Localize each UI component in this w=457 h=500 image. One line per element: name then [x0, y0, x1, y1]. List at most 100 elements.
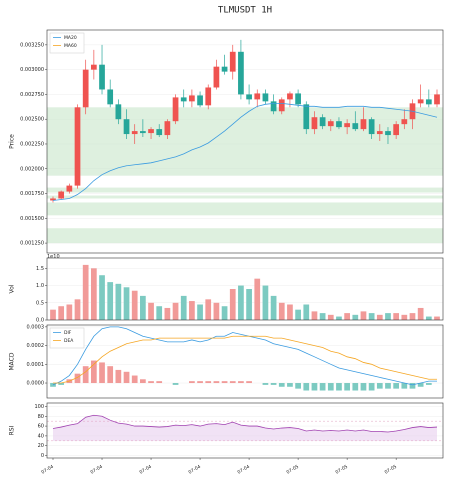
volume-bar: [385, 313, 391, 320]
offset-label: 1e10: [47, 254, 60, 260]
y-tick-label: 0.0002: [27, 343, 45, 349]
candle-body: [66, 185, 73, 192]
series-line: [53, 335, 437, 384]
legend-label: DIF: [64, 330, 72, 336]
volume-bar: [327, 314, 334, 320]
panel-frame: [46, 29, 444, 254]
macd-bar: [189, 381, 195, 384]
x-tick-label: 07-04: [237, 464, 251, 476]
volume-bar: [360, 311, 367, 320]
candle-body: [189, 95, 195, 102]
volume-bar: [270, 295, 277, 320]
macd-bar: [360, 383, 367, 391]
candle-body: [376, 131, 383, 135]
legend-label: DEA: [64, 338, 74, 344]
macd-bar: [148, 381, 154, 384]
volume-bar: [262, 285, 269, 320]
candle-body: [303, 104, 310, 130]
y-tick-label: 0.001750: [20, 191, 44, 197]
candle-body: [336, 121, 342, 128]
volume-bar: [409, 313, 416, 320]
y-tick-label: 0: [41, 453, 44, 459]
volume-bar: [238, 285, 244, 320]
volume-bar: [246, 289, 252, 320]
volume-bar: [189, 301, 195, 320]
y-tick-label: 20: [38, 443, 44, 449]
candle-body: [425, 99, 432, 105]
volume-bar: [303, 304, 310, 320]
macd-bar: [74, 373, 81, 384]
candle-body: [246, 94, 252, 100]
candle-body: [229, 51, 236, 72]
macd-bar: [131, 375, 138, 384]
candle-body: [123, 119, 130, 135]
macd-bar: [99, 362, 105, 384]
volume-bar: [401, 314, 408, 320]
y-tick-label: 60: [38, 424, 44, 430]
volume-bar: [254, 278, 261, 320]
macd-bar: [270, 383, 277, 385]
rsi-fill: [53, 415, 437, 441]
x-tick-label: 07-05: [286, 464, 300, 476]
y-tick-label: 0.002000: [20, 166, 44, 172]
series-line: [52, 102, 438, 201]
macd-bar: [425, 383, 432, 385]
volume-bar: [180, 295, 187, 320]
macd-bar: [385, 383, 391, 389]
macd-bar: [319, 383, 326, 391]
candle-body: [180, 97, 187, 102]
candle-body: [344, 123, 350, 128]
macd-bar: [376, 383, 383, 389]
macd-bar: [229, 381, 236, 384]
macd-bar: [417, 383, 424, 387]
macd-bar: [336, 383, 342, 391]
volume-bar: [131, 290, 138, 320]
volume-bar: [164, 307, 171, 320]
candle-body: [50, 198, 56, 201]
y-axis-label: RSI: [9, 425, 16, 435]
candle-body: [270, 101, 277, 112]
y-tick-label: 0.5: [36, 300, 44, 306]
candle-body: [115, 104, 122, 120]
macd-bar: [123, 371, 130, 384]
candle-body: [82, 69, 89, 108]
candle-body: [197, 95, 203, 106]
volume-bar: [66, 304, 73, 320]
legend-box: [49, 327, 85, 349]
volume-bar: [74, 299, 81, 320]
macd-bar: [295, 383, 301, 389]
legend-box: [49, 32, 85, 54]
x-tick-label: 07-05: [335, 464, 349, 476]
candle-body: [58, 191, 65, 199]
y-tick-label: 0.002750: [20, 92, 44, 98]
macd-bar: [368, 383, 375, 391]
macd-bar: [262, 383, 269, 385]
volume-bar: [50, 309, 56, 320]
volume-bar: [107, 282, 114, 320]
y-tick-label: 80: [38, 414, 44, 420]
y-tick-label: 0.0001: [27, 362, 45, 368]
candle-body: [131, 131, 138, 135]
volume-bar: [417, 307, 424, 320]
volume-bar: [58, 306, 65, 320]
zone: [47, 195, 443, 199]
macd-bar: [107, 366, 114, 384]
volume-bar: [368, 313, 375, 320]
macd-bar: [221, 381, 228, 384]
volume-bar: [115, 283, 122, 320]
volume-bar: [278, 302, 285, 320]
volume-bar: [140, 295, 146, 320]
volume-bar: [311, 311, 318, 320]
x-tick-label: 07-04: [138, 464, 152, 476]
volume-bar: [434, 316, 440, 320]
candle-body: [352, 123, 359, 130]
candle-body: [262, 93, 269, 102]
candle-body: [327, 121, 334, 127]
volume-bar: [376, 314, 383, 320]
y-tick-label: 0.002500: [20, 117, 44, 123]
zone: [47, 228, 443, 244]
candle-body: [90, 64, 97, 70]
candle-body: [164, 121, 171, 136]
macd-bar: [197, 381, 203, 384]
macd-bar: [352, 383, 359, 391]
